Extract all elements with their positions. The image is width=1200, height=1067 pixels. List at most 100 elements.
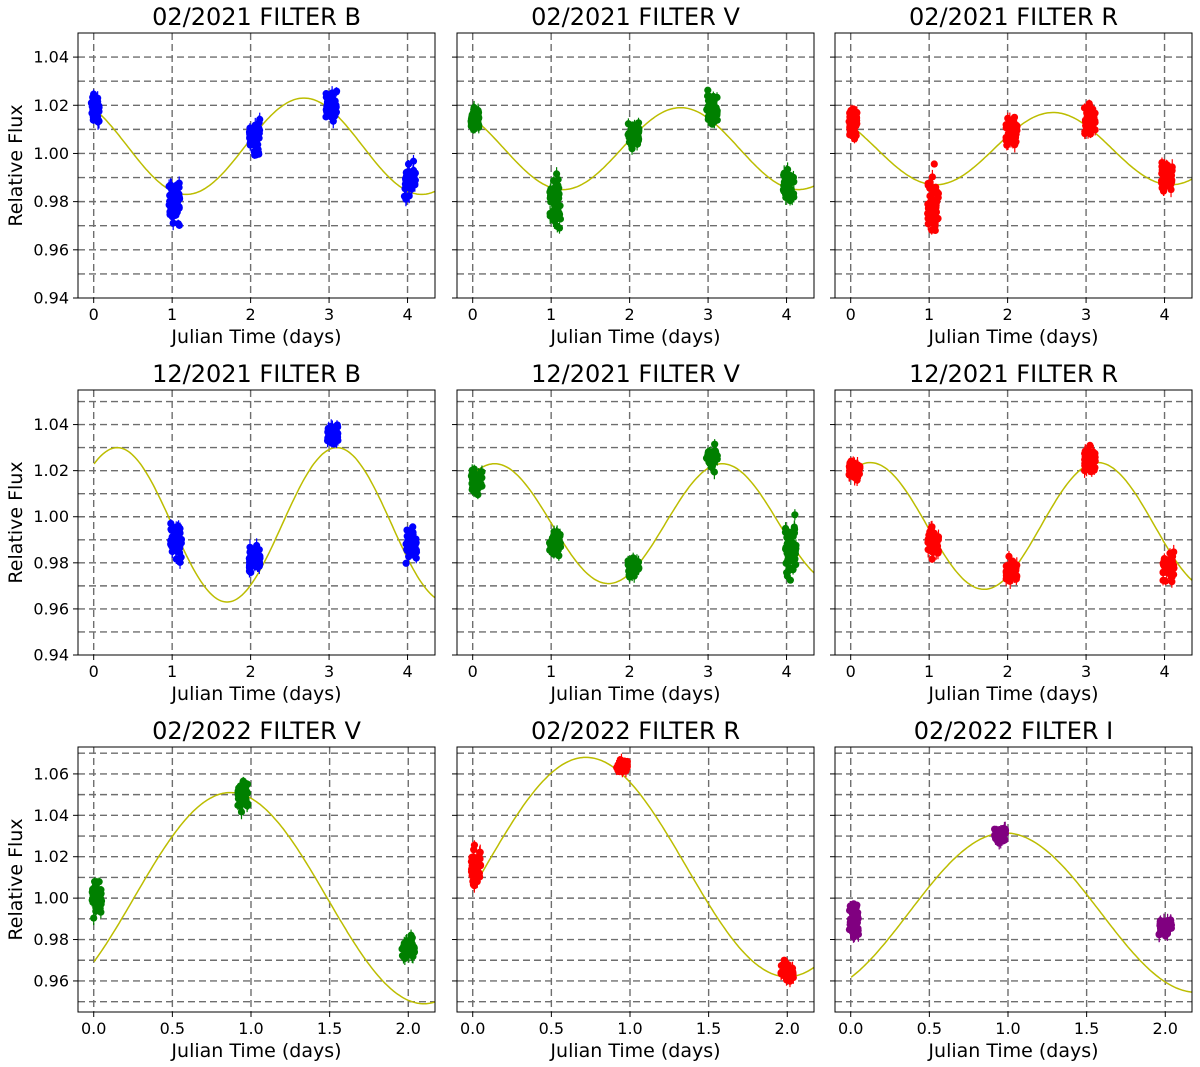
data-point: [324, 428, 332, 436]
data-point: [856, 462, 864, 470]
y-tick-label: 0.94: [33, 646, 69, 665]
data-point: [245, 561, 254, 569]
subplot-8: 0.0 0.5 1.0 1.5 2.0 02/2022 FILTER R Julian Ti…: [452, 717, 815, 1062]
data-point: [1081, 459, 1090, 468]
data-point: [933, 188, 941, 197]
data-point: [634, 562, 642, 571]
data-point: [708, 455, 716, 463]
data-point: [931, 226, 939, 235]
y-tick-label: 1.04: [33, 806, 69, 825]
fit-curve: [93, 791, 435, 1005]
data-point: [1081, 466, 1089, 475]
x-tick-label: 3: [1081, 305, 1091, 324]
x-tick-label: 1.0: [617, 1019, 642, 1038]
data-point: [780, 169, 788, 177]
x-tick-label: 2: [625, 305, 635, 324]
x-tick-label: 1.0: [238, 1019, 263, 1038]
data-point: [787, 179, 795, 187]
y-tick-label: 1.04: [33, 415, 69, 434]
data-point: [1166, 916, 1174, 924]
data-point: [1167, 185, 1175, 194]
axes-frame: [834, 32, 1193, 299]
data-point: [1170, 548, 1178, 556]
data-point: [95, 103, 103, 111]
data-point: [470, 841, 479, 849]
data-point: [402, 559, 410, 567]
x-tick-label: 1: [546, 662, 556, 681]
data-point: [924, 209, 932, 218]
x-tick-label: 0.0: [460, 1019, 485, 1038]
data-point: [555, 533, 563, 541]
data-point: [928, 173, 936, 181]
data-point: [252, 131, 261, 139]
axes-frame: [456, 32, 815, 299]
data-point: [928, 555, 936, 563]
data-point: [177, 553, 185, 561]
x-tick-label: 3: [324, 662, 334, 681]
data-point: [934, 533, 943, 541]
x-tick-label: 1.5: [317, 1019, 342, 1038]
x-tick-label: 4: [402, 662, 412, 681]
data-point: [781, 528, 790, 536]
data-point: [94, 94, 102, 102]
data-point: [845, 471, 854, 479]
data-point: [784, 962, 792, 970]
data-point: [256, 115, 264, 123]
data-point: [237, 786, 245, 794]
data-point: [553, 195, 562, 203]
x-axis-label: Julian Time (days): [927, 1040, 1098, 1062]
data-point: [1084, 114, 1093, 122]
data-point: [554, 202, 562, 210]
data-points: [845, 99, 1176, 235]
data-point: [712, 449, 720, 457]
data-point: [325, 104, 333, 112]
subplot-4: 0 1 2 3 4 0.94 0.96 0.98 1.00 1.02 1.04 12/2021 FIL…: [5, 360, 436, 705]
chart-title: 02/2021 FILTER V: [531, 3, 740, 31]
x-tick-label: 1: [924, 305, 934, 324]
data-point: [1161, 577, 1170, 585]
data-point: [926, 179, 934, 187]
data-point: [246, 130, 254, 138]
chart-title: 02/2022 FILTER V: [152, 717, 361, 745]
subplot-3: 0 1 2 3 4 02/2021 FILTER R Julian Time (days): [830, 3, 1193, 348]
y-tick-label: 0.96: [33, 971, 69, 990]
data-point: [169, 191, 177, 199]
axes-frame: [834, 389, 1193, 656]
data-point: [234, 801, 242, 809]
data-point: [1169, 565, 1177, 573]
data-point: [783, 569, 791, 577]
data-point: [405, 168, 413, 176]
data-point: [97, 890, 105, 898]
x-tick-label: 3: [324, 305, 334, 324]
chart-title: 12/2021 FILTER V: [531, 360, 740, 388]
data-point: [470, 879, 478, 887]
data-point: [467, 117, 475, 125]
data-points: [845, 441, 1178, 589]
data-point: [791, 511, 799, 519]
data-point: [332, 87, 341, 95]
subplot-1: 0 1 2 3 4 0.94 0.96 0.98 1.00 1.02 1.04 02/2021 FIL…: [5, 3, 436, 348]
x-tick-label: 4: [781, 305, 791, 324]
axes-frame: [834, 746, 1193, 1013]
data-point: [777, 961, 785, 970]
data-point: [925, 202, 933, 210]
data-point: [408, 948, 416, 956]
data-point: [1081, 450, 1089, 458]
axes-frame: [456, 746, 815, 1013]
data-point: [790, 523, 798, 531]
x-tick-label: 2: [246, 662, 256, 681]
data-point: [469, 853, 477, 861]
data-point: [1087, 464, 1095, 472]
gridlines: [78, 747, 435, 1012]
data-point: [166, 208, 174, 216]
data-point: [780, 956, 788, 964]
data-point: [176, 524, 184, 533]
data-point: [1083, 103, 1091, 111]
data-point: [626, 560, 634, 569]
data-point: [782, 976, 791, 984]
data-point: [789, 973, 797, 982]
data-point: [475, 862, 483, 870]
y-axis-label: Relative Flux: [5, 818, 27, 940]
chart-title: 02/2022 FILTER R: [531, 717, 740, 745]
data-point: [546, 192, 555, 200]
